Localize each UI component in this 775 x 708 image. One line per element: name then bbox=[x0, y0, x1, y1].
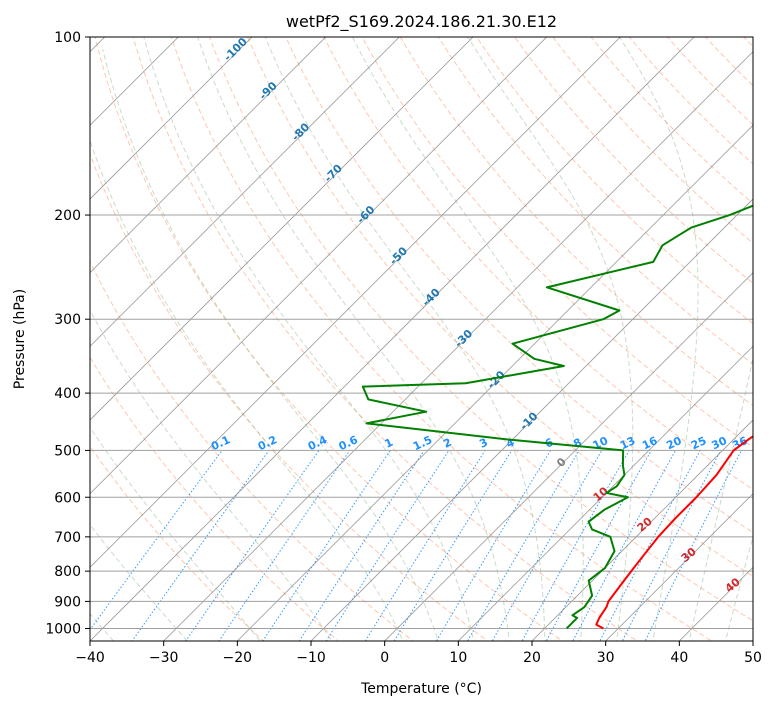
dry-adiabat-line bbox=[399, 37, 753, 407]
dry-adiabat-line bbox=[552, 37, 753, 244]
series-lines bbox=[361, 204, 753, 630]
mixing-ratio-label: 36 bbox=[730, 434, 750, 452]
moist-adiabat-line bbox=[467, 37, 634, 641]
x-tick-label: 20 bbox=[523, 650, 541, 666]
isotherm-line bbox=[384, 272, 753, 641]
mixing-ratio-label: 20 bbox=[664, 434, 684, 452]
isotherm-line bbox=[236, 124, 753, 641]
x-tick-label: 10 bbox=[449, 650, 467, 666]
temperature-line bbox=[595, 435, 753, 630]
plot-frame bbox=[89, 36, 754, 642]
y-tick-label: 200 bbox=[54, 208, 81, 224]
x-tick-label: 40 bbox=[670, 650, 688, 666]
isotherm-line bbox=[90, 37, 548, 495]
moist-adiabat-line bbox=[197, 37, 510, 641]
moist-adiabat-line bbox=[352, 37, 584, 641]
isotherm-line bbox=[163, 51, 753, 641]
y-tick-label: 300 bbox=[54, 312, 81, 328]
moist-adiabat-line bbox=[688, 355, 753, 641]
x-axis-title: Temperature (°C) bbox=[360, 681, 482, 697]
dry-adiabat-line bbox=[90, 260, 414, 641]
y-tick-label: 400 bbox=[54, 386, 81, 402]
x-tick-label: −30 bbox=[149, 650, 179, 666]
moist-adiabat-line bbox=[102, 49, 439, 641]
dry-adiabat-line bbox=[170, 37, 713, 641]
moist-adiabat-line bbox=[619, 37, 699, 641]
isotherm-line bbox=[605, 493, 753, 641]
x-tick-label: −40 bbox=[75, 650, 105, 666]
moist-adiabat-line bbox=[725, 534, 753, 641]
y-tick-label: 600 bbox=[54, 490, 81, 506]
axes: −40 −30 −20 −10 0 10 20 30 40 50 100 200 300 400 500 60… bbox=[45, 30, 762, 666]
mixing-ratio-label: 13 bbox=[618, 434, 637, 452]
y-tick-label: 700 bbox=[54, 530, 81, 546]
moist-adiabat-line bbox=[90, 139, 404, 641]
moist-adiabat-line bbox=[264, 37, 546, 641]
isotherm-line bbox=[90, 37, 253, 200]
x-tick-label: 30 bbox=[597, 650, 615, 666]
isotherm-line bbox=[90, 37, 327, 274]
dry-adiabat-line bbox=[132, 37, 638, 641]
dry-adiabat-line bbox=[90, 445, 265, 641]
dry-adiabat-line bbox=[476, 37, 753, 325]
dry-adiabat-line bbox=[628, 37, 753, 165]
isotherm-line bbox=[90, 37, 621, 568]
y-tick-label: 100 bbox=[54, 30, 81, 46]
dry-adiabat-line bbox=[247, 37, 753, 577]
x-tick-label: −10 bbox=[296, 650, 326, 666]
mixing-ratio-label: 30 bbox=[710, 434, 730, 452]
y-tick-label: 900 bbox=[54, 594, 81, 610]
isotherm-line bbox=[90, 37, 400, 347]
isotherm-line bbox=[531, 419, 753, 641]
isotherm-line bbox=[457, 345, 753, 641]
mixing-ratio-label: 25 bbox=[689, 434, 708, 452]
x-tick-label: −20 bbox=[223, 650, 253, 666]
y-axis-title: Pressure (hPa) bbox=[12, 289, 28, 389]
background-lines bbox=[90, 37, 753, 641]
dry-adiabat-line bbox=[285, 37, 753, 534]
moist-adiabat-line bbox=[143, 37, 475, 641]
mixing-ratio-label: 16 bbox=[640, 434, 660, 452]
dewpoint-line bbox=[361, 204, 753, 630]
y-tick-label: 1000 bbox=[45, 621, 81, 637]
isotherm-line bbox=[90, 37, 474, 421]
chart-title: wetPf2_S169.2024.186.21.30.E12 bbox=[286, 12, 557, 32]
isotherm-line bbox=[90, 37, 695, 641]
x-tick-label: 50 bbox=[744, 650, 762, 666]
dry-adiabat-line bbox=[666, 37, 753, 126]
y-tick-label: 800 bbox=[54, 564, 81, 580]
dry-adiabat-line bbox=[361, 37, 753, 448]
x-tick-label: 0 bbox=[380, 650, 389, 666]
isotherm-line bbox=[310, 198, 753, 641]
moist-adiabat-line bbox=[90, 309, 333, 641]
y-tick-label: 500 bbox=[54, 443, 81, 459]
isotherm-line bbox=[90, 37, 179, 126]
moist-adiabat-line bbox=[90, 426, 261, 641]
dry-adiabat-line bbox=[90, 152, 489, 641]
